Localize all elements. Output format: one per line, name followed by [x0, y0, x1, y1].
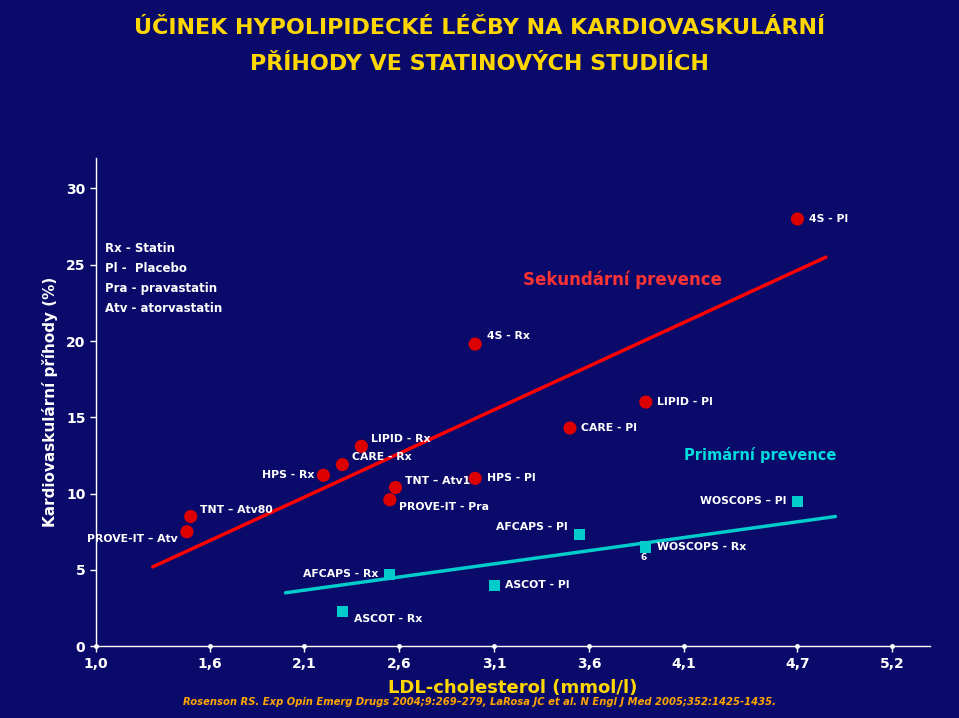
- Text: WOSCOPS - Rx: WOSCOPS - Rx: [657, 542, 746, 552]
- Text: Rx - Statin
Pl -  Placebo
Pra - pravastatin
Atv - atorvastatin: Rx - Statin Pl - Placebo Pra - pravastat…: [105, 242, 222, 315]
- Point: [382, 494, 397, 505]
- Text: AFCAPS - Rx: AFCAPS - Rx: [303, 569, 379, 579]
- Point: [638, 396, 653, 408]
- Text: 4S - Rx: 4S - Rx: [486, 332, 529, 342]
- Text: Sekundární prevence: Sekundární prevence: [523, 271, 721, 289]
- Text: 6: 6: [640, 553, 646, 562]
- Text: TNT – Atv10: TNT – Atv10: [405, 477, 478, 486]
- Text: ASCOT - Pl: ASCOT - Pl: [505, 580, 570, 590]
- Text: Primární prevence: Primární prevence: [684, 447, 836, 464]
- Point: [316, 470, 331, 481]
- Point: [638, 541, 653, 553]
- Text: AFCAPS - Pl: AFCAPS - Pl: [497, 522, 568, 532]
- Point: [467, 338, 482, 350]
- Point: [387, 482, 403, 493]
- Text: ASCOT - Rx: ASCOT - Rx: [354, 614, 422, 624]
- Point: [183, 510, 199, 522]
- Point: [486, 579, 502, 591]
- Text: LIPID - Pl: LIPID - Pl: [657, 397, 713, 407]
- Text: WOSCOPS – Pl: WOSCOPS – Pl: [700, 496, 786, 506]
- Point: [179, 526, 195, 538]
- Text: ÚČINEK HYPOLIPIDECKÉ LÉČBY NA KARDIOVASKULÁRNÍ: ÚČINEK HYPOLIPIDECKÉ LÉČBY NA KARDIOVASK…: [134, 18, 825, 38]
- Point: [335, 459, 350, 470]
- Point: [382, 569, 397, 580]
- Y-axis label: Kardiovaskulární příhody (%): Kardiovaskulární příhody (%): [41, 277, 58, 527]
- Text: PROVE-IT - Pra: PROVE-IT - Pra: [399, 503, 489, 513]
- Text: TNT – Atv80: TNT – Atv80: [200, 505, 273, 516]
- Point: [354, 441, 369, 452]
- Text: CARE - Rx: CARE - Rx: [352, 452, 411, 462]
- Point: [790, 495, 806, 507]
- Text: PŘÍHODY VE STATINOVÝCH STUDIÍCH: PŘÍHODY VE STATINOVÝCH STUDIÍCH: [250, 54, 709, 74]
- Point: [562, 422, 577, 434]
- Point: [467, 472, 482, 484]
- X-axis label: LDL-cholesterol (mmol/l): LDL-cholesterol (mmol/l): [388, 679, 638, 697]
- Text: HPS - Rx: HPS - Rx: [262, 470, 314, 480]
- Text: LIPID - Rx: LIPID - Rx: [371, 434, 431, 444]
- Text: Rosenson RS. Exp Opin Emerg Drugs 2004;9:269–279, LaRosa JC et al. N Engl J Med : Rosenson RS. Exp Opin Emerg Drugs 2004;9…: [183, 697, 776, 707]
- Point: [790, 213, 806, 225]
- Text: PROVE-IT – Atv: PROVE-IT – Atv: [86, 534, 177, 544]
- Point: [572, 529, 587, 541]
- Text: HPS - Pl: HPS - Pl: [486, 473, 535, 483]
- Text: 4S - Pl: 4S - Pl: [808, 214, 848, 224]
- Point: [335, 605, 350, 617]
- Text: CARE - Pl: CARE - Pl: [581, 423, 637, 433]
